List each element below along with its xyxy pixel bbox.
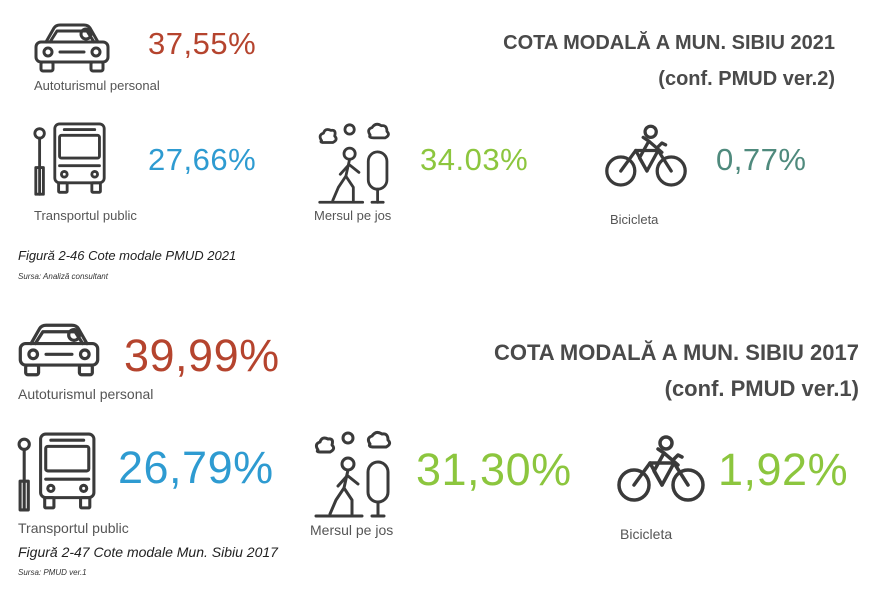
figure-source: Sursa: Analiză consultant <box>18 272 108 281</box>
car-label: Autoturismul personal <box>18 386 154 402</box>
cyclist-icon <box>616 434 706 506</box>
walking-label: Mersul pe jos <box>314 208 392 223</box>
walking-person-icon <box>312 430 402 520</box>
figure-caption: Figură 2-47 Cote modale Mun. Sibiu 2017 <box>18 544 278 560</box>
walking-label: Mersul pe jos <box>310 522 394 538</box>
figure-caption: Figură 2-46 Cote modale PMUD 2021 <box>18 248 237 263</box>
public-transport-label: Transportul public <box>34 208 137 223</box>
public-transport-share-value: 27,66% <box>148 142 257 177</box>
cyclist-icon <box>604 124 688 190</box>
bus-icon <box>30 122 110 198</box>
car-icon <box>16 322 102 378</box>
cycling-label: Bicicleta <box>610 212 659 227</box>
walking-share-value: 34.03% <box>420 142 529 177</box>
car-icon <box>32 22 112 74</box>
section-title: COTA MODALĂ A MUN. SIBIU 2021 <box>503 32 835 54</box>
car-share-value: 39,99% <box>124 330 280 381</box>
car-share-value: 37,55% <box>148 26 257 61</box>
cycling-share-value: 1,92% <box>718 444 849 495</box>
section-title: COTA MODALĂ A MUN. SIBIU 2017 <box>493 340 859 365</box>
cycling-label: Bicicleta <box>620 526 673 542</box>
walking-share-value: 31,30% <box>416 444 572 495</box>
public-transport-label: Transportul public <box>18 520 129 536</box>
public-transport-share-value: 26,79% <box>118 442 274 493</box>
car-label: Autoturismul personal <box>34 78 160 93</box>
cycling-share-value: 0,77% <box>716 142 807 177</box>
section-subtitle: (conf. PMUD ver.2) <box>658 68 835 90</box>
section-subtitle: (conf. PMUD ver.1) <box>664 376 859 401</box>
bus-icon <box>14 432 100 514</box>
figure-source: Sursa: PMUD ver.1 <box>18 568 87 577</box>
walking-person-icon <box>316 122 400 206</box>
